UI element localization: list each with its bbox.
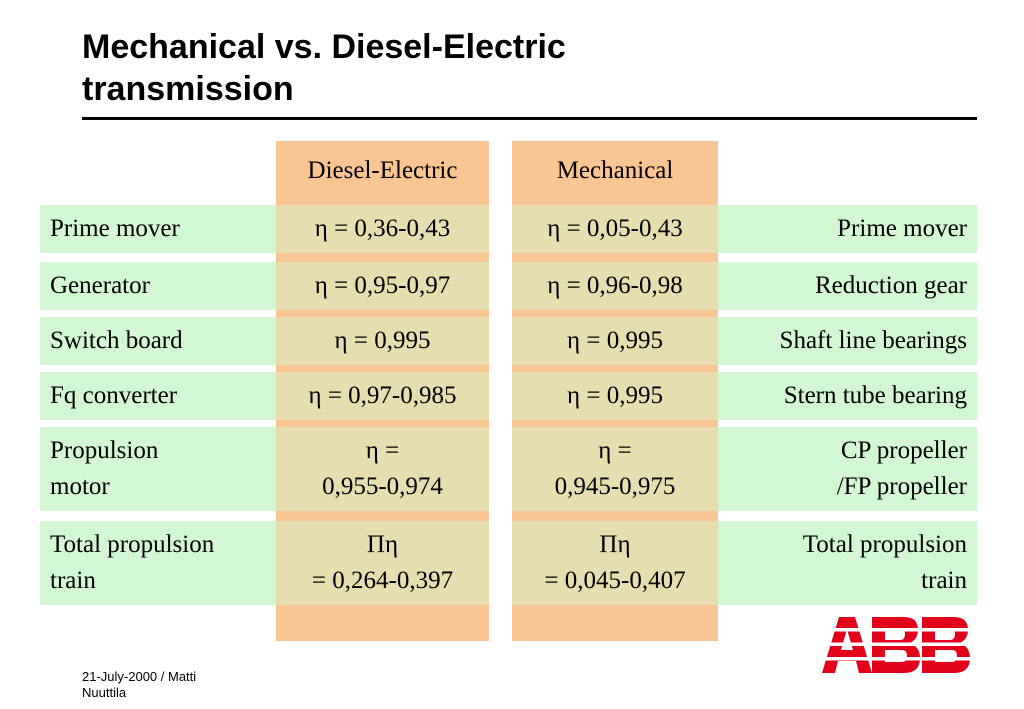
row-label-right-line-2: /FP propeller (836, 473, 967, 500)
mechanical-header: Mechanical (512, 141, 718, 201)
row-label-right: Reduction gear (718, 262, 977, 310)
mechanical-efficiency: η = 0,995 (512, 317, 718, 365)
row-label-left-line-1: Total propulsion (50, 531, 215, 558)
footer-date-author: 21-July-2000 / Matti Nuuttila (82, 669, 242, 701)
diesel-electric-efficiency: η = 0,995 (276, 317, 489, 365)
efficiency-line-1: η = (598, 437, 632, 464)
title-line-2: transmission (82, 70, 294, 108)
diesel-electric-efficiency: η = 0,95-0,97 (276, 262, 489, 310)
table-row-prime-mover: Prime mover η = 0,36-0,43 η = 0,05-0,43 … (40, 205, 977, 253)
mechanical-efficiency: η = 0,05-0,43 (512, 205, 718, 253)
row-label-right: Shaft line bearings (718, 317, 977, 365)
table-row-fq-converter: Fq converter η = 0,97-0,985 η = 0,995 St… (40, 372, 977, 420)
row-label-left: Fq converter (40, 372, 276, 420)
mechanical-efficiency: η = 0,995 (512, 372, 718, 420)
efficiency-line-2: = 0,264-0,397 (311, 567, 454, 594)
row-label-left: Switch board (40, 317, 276, 365)
row-label-right: Total propulsion train (718, 521, 977, 605)
efficiency-line-2: = 0,045-0,407 (544, 567, 686, 594)
row-label-right-line-2: train (921, 567, 967, 594)
row-label-left: Total propulsion train (40, 521, 276, 605)
efficiency-line-2: 0,955-0,974 (322, 473, 443, 500)
slide-title: Mechanical vs. Diesel-Electric transmiss… (82, 26, 982, 110)
diesel-electric-total-efficiency: Πη = 0,264-0,397 (276, 521, 489, 605)
row-label-left: Prime mover (40, 205, 276, 253)
row-label-left-line-1: Propulsion (50, 437, 159, 464)
table-row-switch-board: Switch board η = 0,995 η = 0,995 Shaft l… (40, 317, 977, 365)
footer-line-2: Nuuttila (82, 685, 127, 700)
efficiency-line-2: 0,945-0,975 (554, 473, 676, 500)
table-row-propulsion-motor: Propulsion motor η = 0,955-0,974 η = 0,945-… (40, 427, 977, 511)
row-label-right: CP propeller/FP propeller (718, 427, 977, 511)
row-label-right-line-1: CP propeller (840, 437, 967, 464)
row-label-right: Stern tube bearing (718, 372, 977, 420)
row-label-left-line-2: motor (50, 473, 110, 500)
mechanical-efficiency: η = 0,945-0,975 (512, 427, 718, 511)
diesel-electric-efficiency: η = 0,97-0,985 (276, 372, 489, 420)
table-row-generator: Generator η = 0,95-0,97 η = 0,96-0,98 Re… (40, 262, 977, 310)
table-row-total-propulsion-train: Total propulsion train Πη = 0,264-0,397 Πη… (40, 521, 977, 605)
row-label-left: Propulsion motor (40, 427, 276, 511)
row-label-left-line-2: train (50, 567, 96, 594)
row-label-left: Generator (40, 262, 276, 310)
mechanical-total-efficiency: Πη = 0,045-0,407 (512, 521, 718, 605)
mechanical-efficiency: η = 0,96-0,98 (512, 262, 718, 310)
efficiency-line-1: η = (365, 437, 400, 464)
footer-line-1: 21-July-2000 / Matti (82, 669, 197, 684)
efficiency-line-1: Πη (599, 531, 631, 558)
abb-logo (822, 617, 970, 673)
row-label-right: Prime mover (718, 205, 977, 253)
efficiency-line-1: Πη (366, 531, 399, 558)
diesel-electric-efficiency: η = 0,955-0,974 (276, 427, 489, 511)
diesel-electric-efficiency: η = 0,36-0,43 (276, 205, 489, 253)
row-label-right-line-1: Total propulsion (802, 531, 967, 558)
title-line-1: Mechanical vs. Diesel-Electric (82, 28, 566, 66)
diesel-electric-header: Diesel-Electric (276, 141, 489, 201)
title-underline (82, 117, 977, 120)
